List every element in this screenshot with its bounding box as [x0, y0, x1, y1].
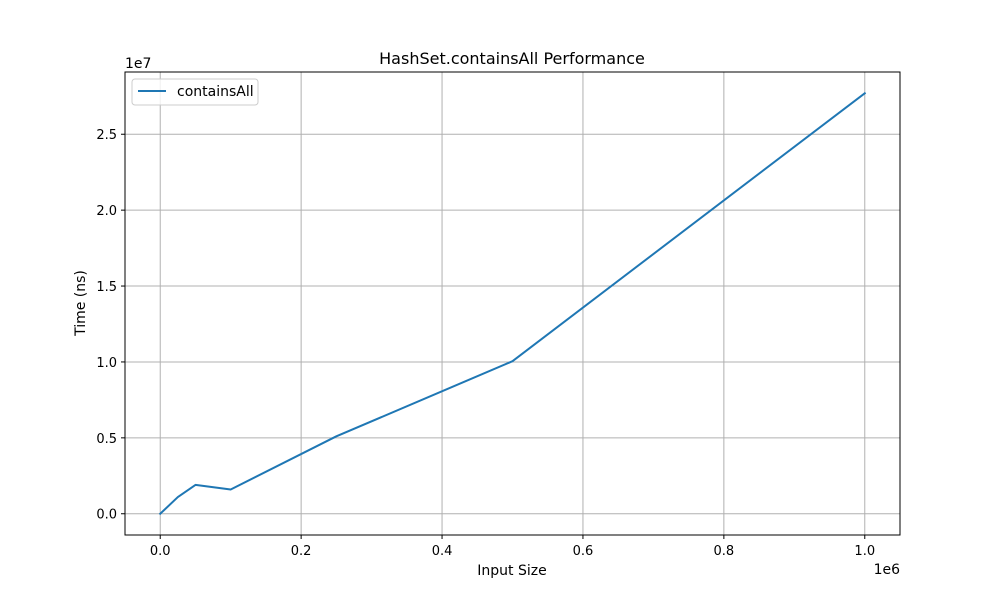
y-tick-label: 2.5	[96, 128, 117, 143]
x-tick-label: 0.4	[432, 544, 453, 559]
x-axis-label: Input Size	[477, 563, 546, 579]
x-tick-label: 1.0	[854, 544, 875, 559]
plot-frame	[124, 71, 901, 536]
y-tick-label: 1.0	[96, 356, 117, 371]
y-tick-label: 0.0	[96, 508, 117, 523]
x-axis-ticks: 0.0 0.2 0.4 0.6 0.8 1.0	[150, 535, 875, 559]
series-layer	[158, 91, 867, 516]
legend-label: containsAll	[177, 84, 254, 100]
grid	[125, 72, 900, 535]
x-tick-label: 0.8	[714, 544, 735, 559]
x-tick-label: 0.2	[291, 544, 312, 559]
y-axis-offset-label: 1e7	[125, 56, 151, 72]
x-axis-offset-label: 1e6	[874, 562, 901, 578]
y-axis-label: Time (ns)	[73, 270, 89, 337]
y-tick-label: 1.5	[96, 280, 117, 295]
y-tick-label: 0.5	[96, 432, 117, 447]
y-axis-ticks: 0.0 0.5 1.0 1.5 2.0 2.5	[96, 128, 125, 523]
legend-box	[131, 78, 259, 106]
y-tick-label: 2.0	[96, 204, 117, 219]
legend: containsAll	[131, 78, 259, 106]
x-tick-label: 0.0	[150, 544, 171, 559]
chart-title: HashSet.containsAll Performance	[379, 49, 645, 68]
series-line-containsAll	[158, 91, 867, 516]
x-tick-label: 0.6	[573, 544, 594, 559]
